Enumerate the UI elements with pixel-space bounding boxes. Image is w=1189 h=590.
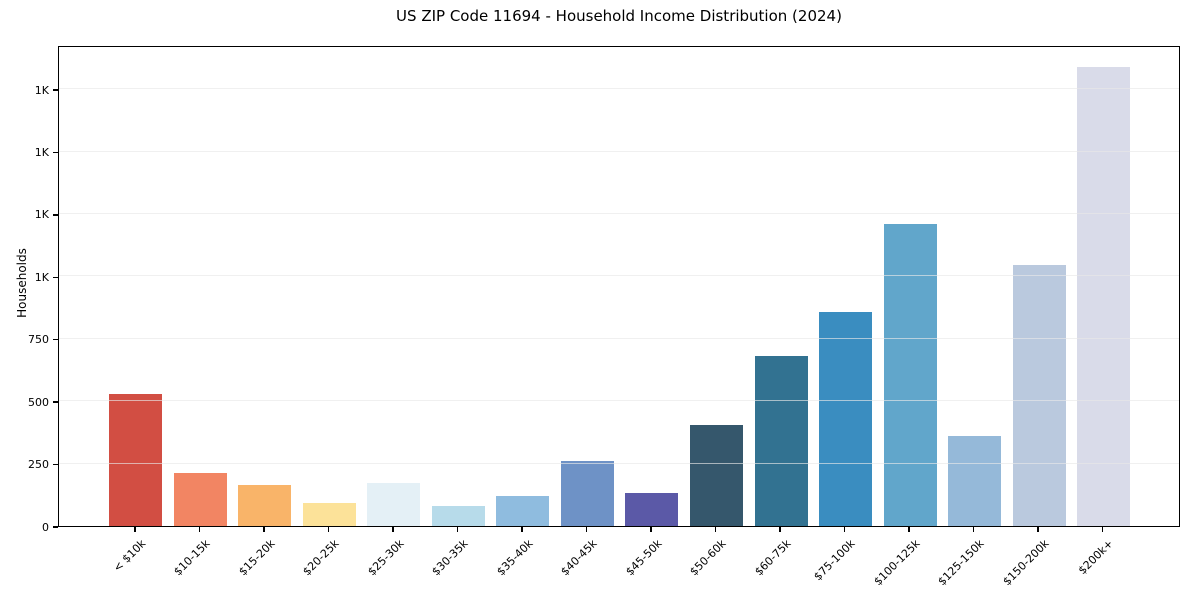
x-tick-mark	[843, 527, 846, 532]
y-tick-mark	[53, 214, 58, 216]
x-tick-label: $150-200k	[1000, 537, 1052, 589]
x-tick-mark	[908, 527, 910, 532]
bar-30-35k	[431, 505, 485, 526]
x-tick-mark	[456, 527, 459, 532]
bar-125-150k	[948, 435, 1002, 526]
y-tick-label: 1K	[34, 83, 49, 97]
x-tick-label: $125-150k	[935, 537, 987, 589]
bar-60-75k	[754, 355, 808, 526]
y-tick-mark	[53, 463, 58, 466]
x-tick-label: $50-60k	[687, 537, 729, 579]
x-tick-label: $45-50k	[622, 537, 665, 579]
x-tick-mark	[521, 527, 523, 532]
y-tick-label: 500	[28, 395, 49, 409]
x-tick-label: $40-45k	[558, 537, 600, 579]
bar-25-30k	[367, 482, 421, 526]
y-axis-label: Households	[15, 248, 29, 318]
y-tick-label: 250	[28, 458, 49, 472]
x-tick-mark	[392, 527, 394, 532]
y-tick-label: 1K	[34, 208, 49, 222]
plot-area	[58, 46, 1180, 527]
bar-10-15k	[173, 472, 227, 526]
gridline	[59, 462, 1179, 464]
x-tick-mark	[650, 527, 652, 532]
gridline	[59, 88, 1179, 90]
x-tick-label: $75-100k	[811, 537, 858, 584]
x-tick-mark	[198, 527, 201, 532]
x-tick-mark	[714, 527, 717, 532]
bar-35-40k	[496, 496, 550, 526]
y-tick-label: 0	[42, 520, 49, 534]
x-tick-label: $35-40k	[493, 537, 536, 579]
x-tick-label: $25-30k	[364, 537, 407, 579]
x-tick-mark	[972, 527, 975, 532]
y-tick-mark	[53, 89, 58, 91]
y-tick-mark	[53, 339, 58, 341]
x-tick-label: $20-25k	[300, 537, 342, 579]
x-tick-label: $30-35k	[429, 537, 471, 579]
x-tick-label: < $10k	[110, 537, 149, 575]
gridline	[59, 213, 1179, 214]
bar-40-45k	[560, 461, 614, 526]
bar-50-60k	[689, 424, 743, 526]
gridline	[59, 275, 1179, 277]
x-tick-label: $10-15k	[171, 537, 213, 579]
y-tick-label: 1K	[34, 270, 49, 284]
bar-45-50k	[625, 492, 679, 526]
y-tick-label: 1K	[34, 146, 49, 160]
y-tick-mark	[53, 401, 58, 403]
x-tick-mark	[1037, 527, 1039, 532]
x-tick-label: $60-75k	[751, 537, 794, 579]
gridline	[59, 150, 1179, 152]
bar-75-100k	[819, 311, 872, 526]
gridline	[59, 337, 1179, 339]
x-tick-mark	[327, 527, 330, 532]
x-tick-label: $15-20k	[235, 537, 278, 579]
y-tick-mark	[53, 526, 58, 528]
x-tick-label: $100-125k	[871, 537, 923, 589]
x-tick-mark	[585, 527, 588, 532]
x-tick-mark	[779, 527, 781, 532]
y-tick-mark	[53, 276, 58, 279]
x-tick-mark	[1101, 527, 1104, 532]
x-tick-mark	[263, 527, 265, 532]
x-tick-mark	[134, 527, 136, 532]
bar-20-25k	[302, 502, 356, 526]
y-tick-label: 750	[28, 333, 49, 347]
gridline	[59, 400, 1179, 402]
bar-15-20k	[238, 485, 292, 526]
bar-10k	[109, 393, 163, 526]
y-tick-mark	[53, 151, 58, 154]
bar-150-200k	[1012, 265, 1066, 526]
x-tick-label: $200k+	[1075, 537, 1116, 578]
chart-title: US ZIP Code 11694 - Household Income Dis…	[396, 7, 842, 25]
bar-100-125k	[883, 223, 937, 526]
bar-200k	[1077, 66, 1131, 526]
